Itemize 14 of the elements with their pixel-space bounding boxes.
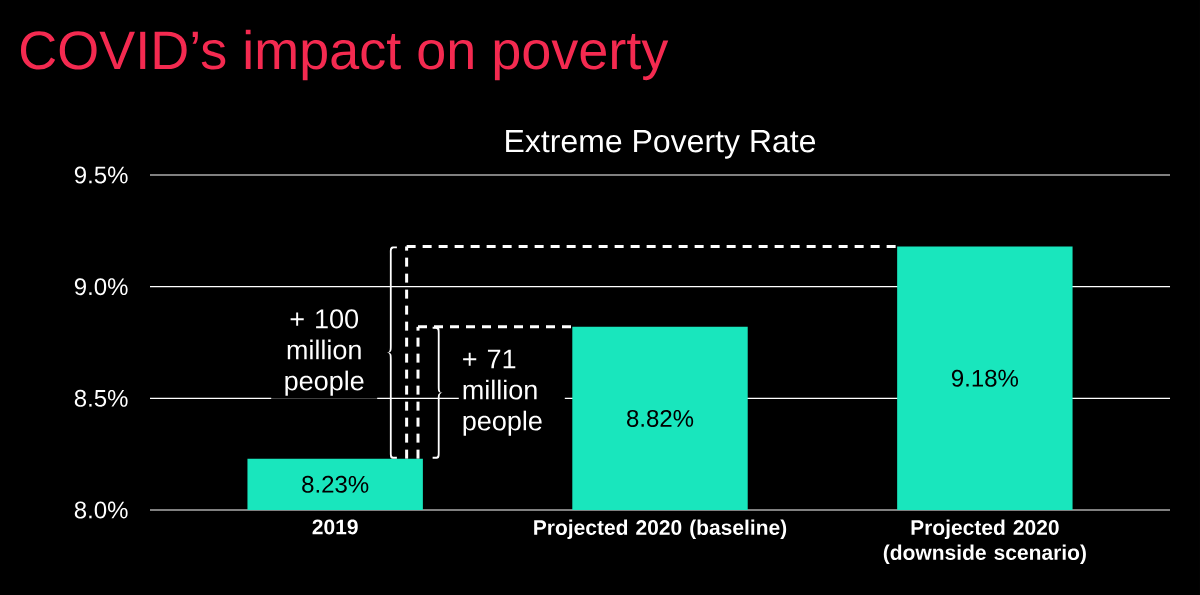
- y-tick-label: 9.0%: [74, 278, 128, 296]
- y-tick-label: 8.5%: [74, 389, 128, 407]
- y-tick-label: 8.0%: [74, 501, 128, 519]
- annotation: + 100 million people: [285, 309, 364, 396]
- chart-title: COVID’s impact on poverty: [20, 29, 669, 81]
- data-label: 8.23%: [302, 475, 369, 493]
- annotation: + 71 million people: [463, 349, 542, 436]
- y-tick-label: 9.5%: [74, 166, 128, 184]
- x-tick-label: 2019: [312, 519, 358, 535]
- x-tick-label: Projected 2020 (downside scenario): [883, 519, 1086, 565]
- data-label: 8.82%: [627, 409, 694, 427]
- chart-subtitle: Extreme Poverty Rate: [506, 130, 816, 159]
- x-tick-label: Projected 2020 (baseline): [534, 519, 787, 540]
- data-label: 9.18%: [951, 369, 1019, 387]
